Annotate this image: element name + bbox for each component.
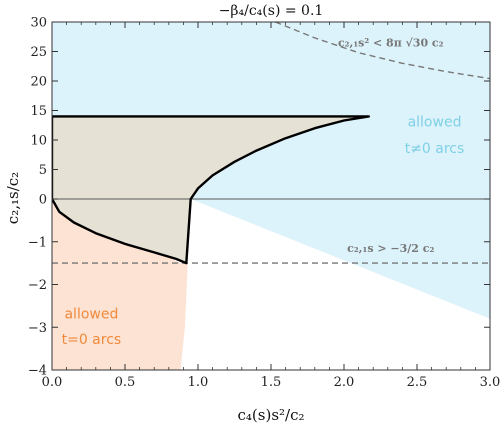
y-tick-label: 10 — [30, 134, 47, 149]
x-tick-label: 0.5 — [115, 375, 136, 390]
blue-allowed-region — [52, 22, 490, 319]
upper-dashed-bound — [275, 22, 490, 80]
x-tick-label: 0.0 — [42, 375, 63, 390]
chart-title: −β₄/c₄(s) = 0.1 — [219, 3, 324, 19]
x-tick-label: 2.0 — [334, 375, 355, 390]
blue-region-label-line2: t≠0 arcs — [405, 141, 465, 157]
y-tick-label: 20 — [30, 75, 47, 90]
y-tick-label: 30 — [30, 16, 47, 31]
orange-region-label-line2: t=0 arcs — [62, 332, 122, 348]
x-axis-label: c₄(s)s²/c₂ — [238, 406, 305, 424]
x-tick-label: 1.5 — [261, 375, 282, 390]
y-tick-label: −2 — [28, 278, 47, 293]
y-tick-label: 5 — [39, 163, 47, 178]
y-tick-label: 25 — [30, 45, 47, 60]
x-tick-label: 3.0 — [480, 375, 501, 390]
upper-bound-annotation: c₂,₁s² < 8π √30 c₂ — [338, 37, 444, 50]
overlap-region — [52, 116, 369, 264]
y-tick-label: −1 — [28, 235, 47, 250]
blue-region-label-line1: allowed — [408, 114, 462, 130]
annotations: c₂,₁s² < 8π √30 c₂ c₂,₁s > −3/2 c₂ allowed… — [62, 37, 465, 348]
y-tick-label: −3 — [28, 321, 47, 336]
orange-region-label-line1: allowed — [64, 306, 118, 322]
x-ticks: 0.0 0.5 1.0 1.5 2.0 2.5 3.0 — [42, 22, 501, 390]
plot-area — [52, 22, 490, 370]
x-tick-label: 1.0 — [188, 375, 209, 390]
bold-boundary — [52, 115, 370, 265]
lower-bound-annotation: c₂,₁s > −3/2 c₂ — [347, 242, 434, 255]
orange-allowed-region — [52, 199, 188, 370]
y-axis-label: c₂,₁s/c₂ — [4, 172, 22, 224]
y-tick-label: −4 — [28, 364, 47, 379]
y-ticks: −4 −3 −2 −1 0 5 10 15 20 25 30 — [28, 16, 490, 379]
x-tick-label: 2.5 — [407, 375, 428, 390]
y-tick-label: 0 — [39, 193, 47, 208]
y-tick-label: 15 — [30, 104, 47, 119]
